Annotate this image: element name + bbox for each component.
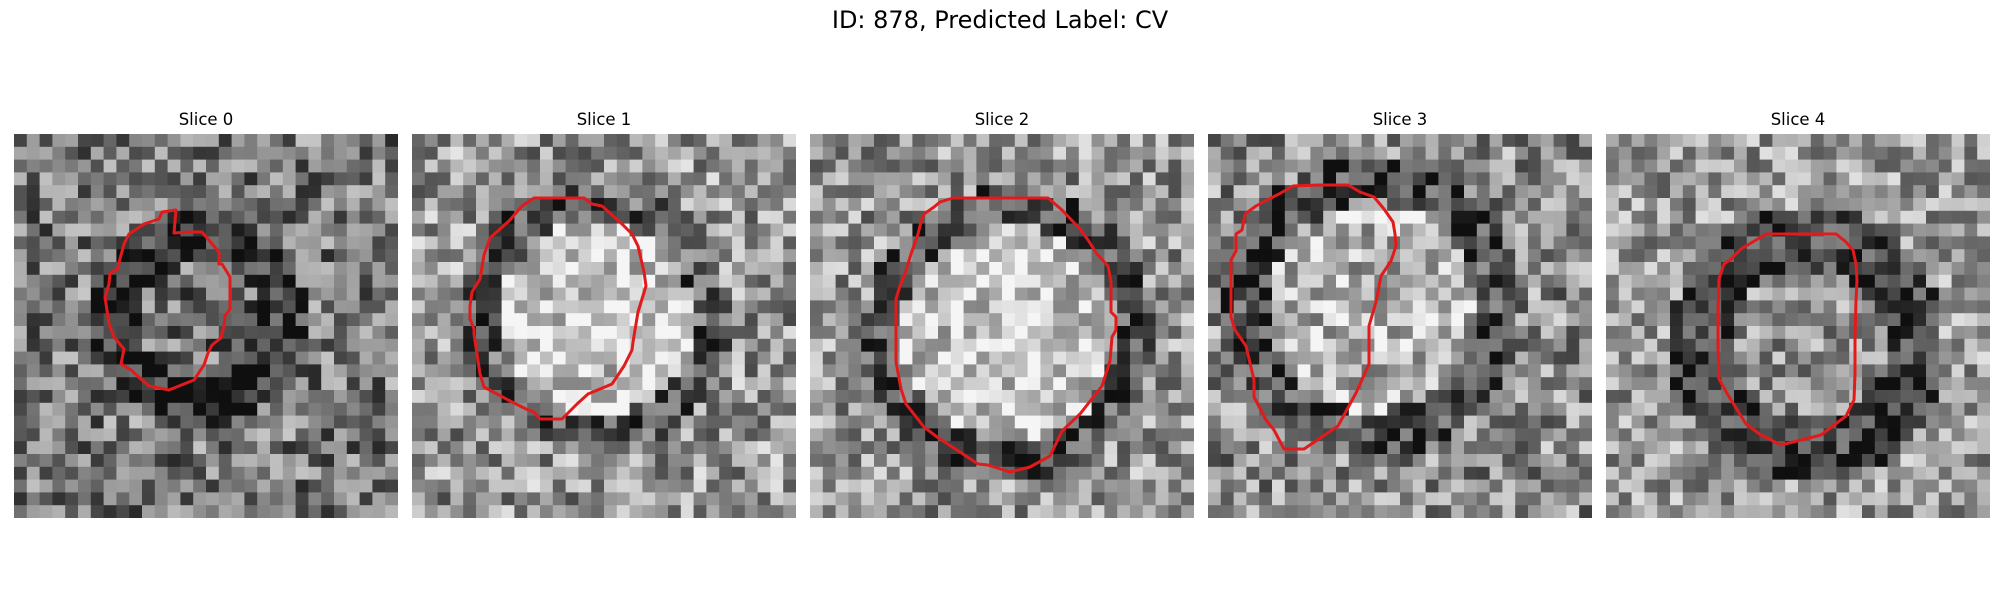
- slice-panel-1: Slice 1: [412, 110, 796, 518]
- slice-title-4: Slice 4: [1770, 110, 1826, 129]
- segmentation-contour-4: [1716, 232, 1859, 447]
- slice-panel-4: Slice 4: [1606, 110, 1990, 518]
- segmentation-contour-0: [103, 208, 232, 392]
- slice-title-3: Slice 3: [1372, 110, 1428, 129]
- slice-image-0: [14, 134, 398, 518]
- segmentation-contour-1: [468, 196, 648, 421]
- slice-image-4: [1606, 134, 1990, 518]
- slice-title-0: Slice 0: [178, 110, 234, 129]
- segmentation-contour-2: [894, 196, 1118, 474]
- slice-pixels-1: [412, 134, 796, 518]
- slice-pixels-0: [14, 134, 398, 518]
- slice-title-2: Slice 2: [974, 110, 1030, 129]
- slice-panel-0: Slice 0: [14, 110, 398, 518]
- slice-panel-3: Slice 3: [1208, 110, 1592, 518]
- segmentation-contour-3: [1229, 183, 1398, 451]
- slice-pixels-3: [1208, 134, 1592, 518]
- slice-pixels-2: [810, 134, 1194, 518]
- slice-image-2: [810, 134, 1194, 518]
- slice-image-1: [412, 134, 796, 518]
- slice-panel-2: Slice 2: [810, 110, 1194, 518]
- slice-title-1: Slice 1: [576, 110, 632, 129]
- slice-image-3: [1208, 134, 1592, 518]
- figure-title: ID: 878, Predicted Label: CV: [831, 6, 1169, 34]
- slice-pixels-4: [1606, 134, 1990, 518]
